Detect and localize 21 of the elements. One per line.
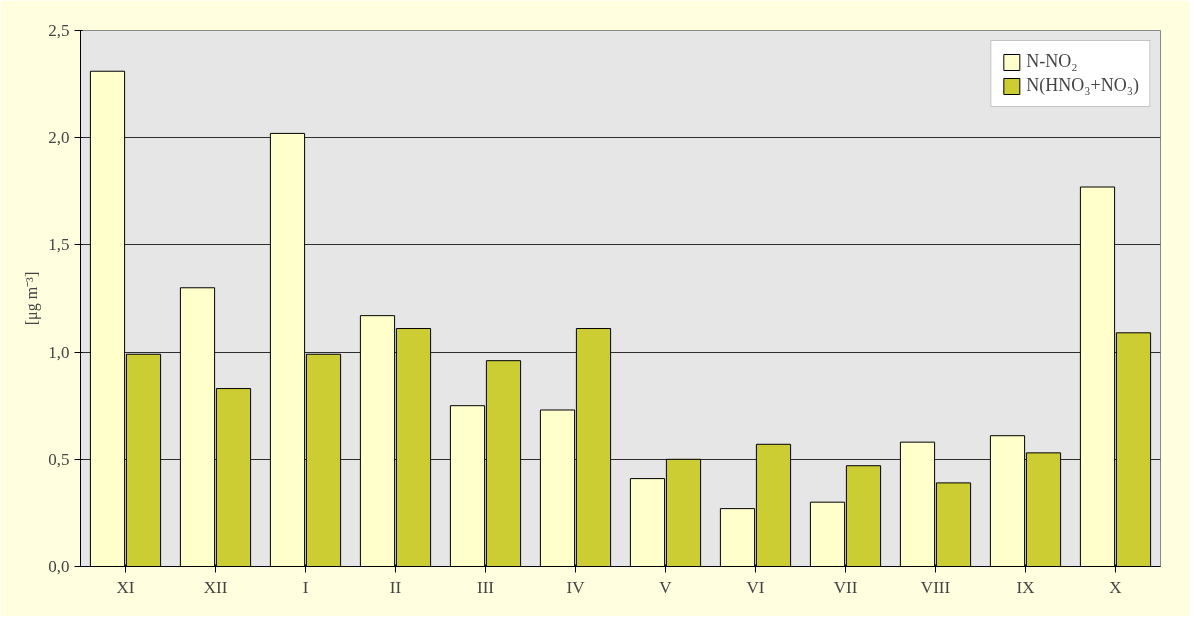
x-tick-label: VIII [920,577,951,597]
x-tick-label: III [477,577,495,597]
y-tick-label: 2,5 [48,21,70,40]
y-axis-title: [μg m⁻³] [23,271,42,326]
x-tick-label: VII [833,577,858,597]
y-tick-label: 0,5 [48,449,70,469]
y-tick-label: 1,5 [48,235,70,255]
x-tick-label: X [1109,577,1122,597]
x-tick-label: XII [203,577,228,597]
x-tick-label: II [389,577,402,597]
y-tick-label: 0,0 [48,557,70,576]
x-tick-label: IV [566,577,586,597]
x-tick-label: VI [746,577,765,597]
y-tick-label: 2,0 [48,128,70,148]
x-tick-label: I [302,577,309,597]
legend-label: N-NO₂ [1026,51,1078,72]
x-tick-label: XI [116,577,135,597]
legend-label: N(HNO₃+NO₃) [1026,75,1139,96]
y-tick-label: 1,0 [48,342,70,362]
x-tick-label: V [659,577,673,597]
x-tick-label: IX [1016,577,1035,597]
